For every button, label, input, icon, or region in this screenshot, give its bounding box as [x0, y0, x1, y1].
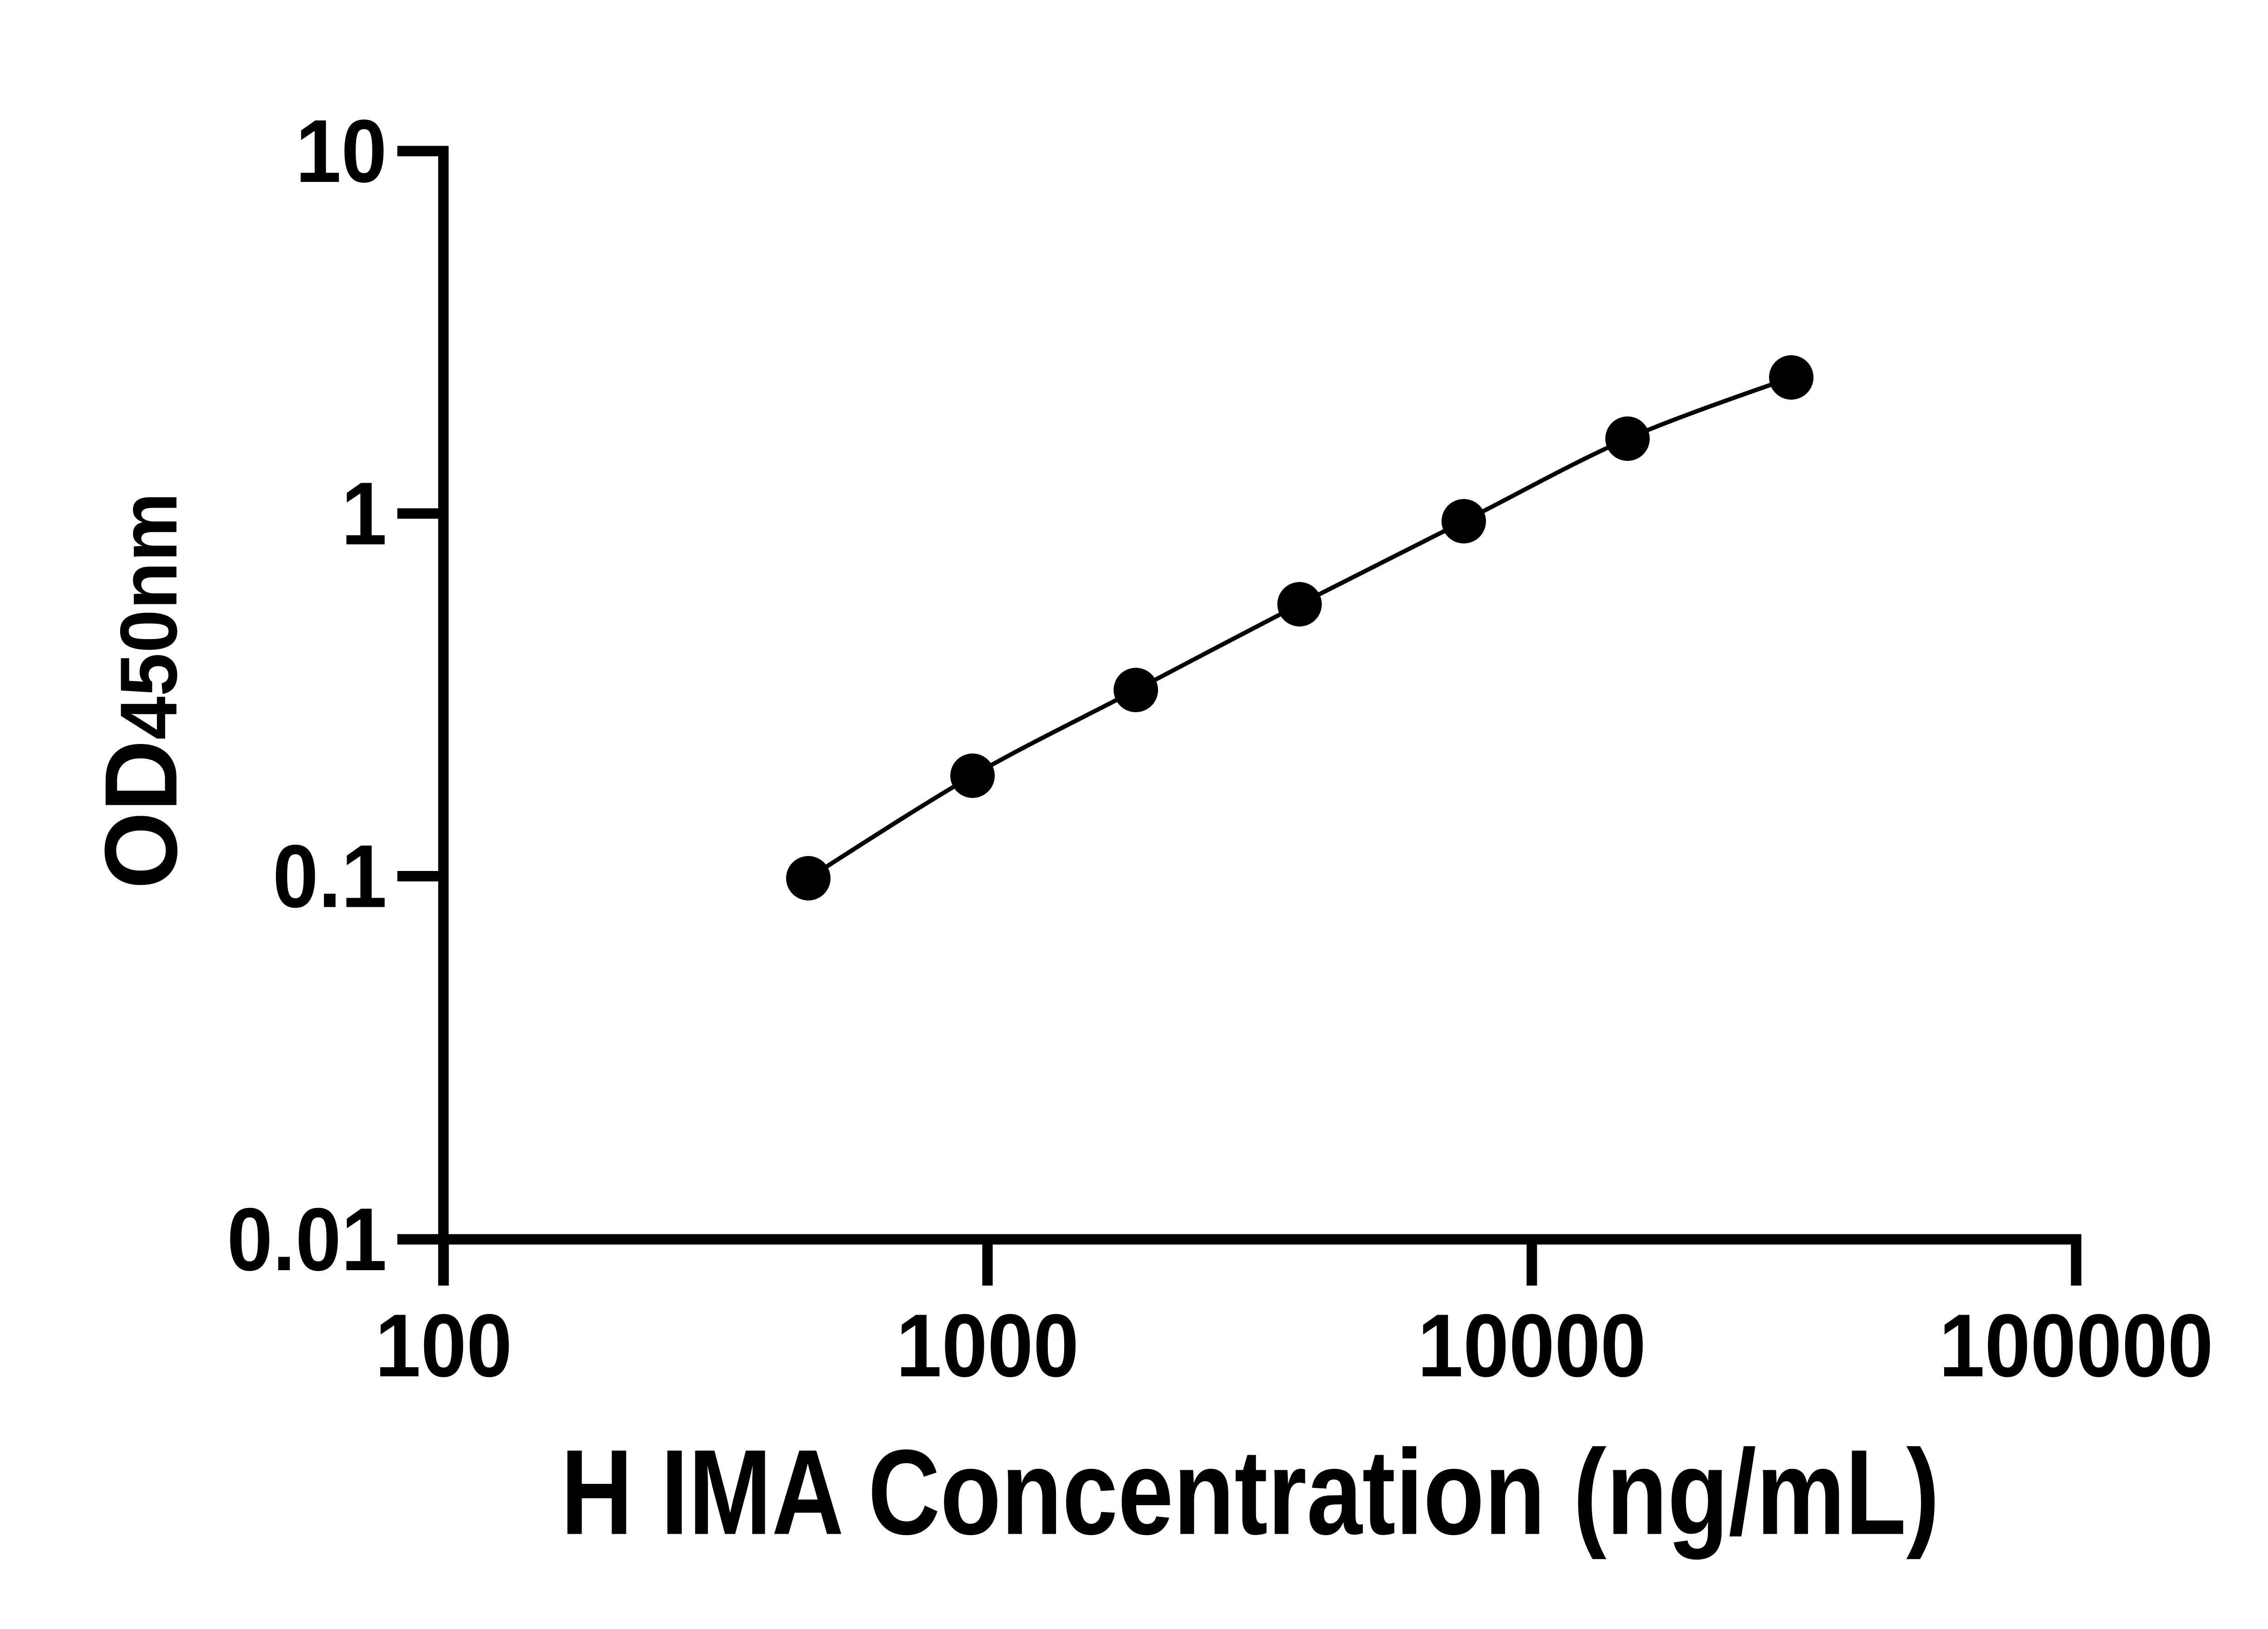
svg-text:0.1: 0.1 — [273, 827, 387, 927]
svg-text:H IMA Concentration (ng/mL): H IMA Concentration (ng/mL) — [561, 1424, 1940, 1560]
svg-text:10: 10 — [295, 102, 387, 201]
svg-text:100: 100 — [375, 1296, 512, 1396]
svg-text:1: 1 — [341, 464, 387, 564]
svg-text:100000: 100000 — [1939, 1296, 2214, 1396]
svg-text:0.01: 0.01 — [227, 1190, 387, 1290]
svg-text:10000: 10000 — [1418, 1296, 1646, 1396]
svg-text:1000: 1000 — [896, 1296, 1079, 1396]
